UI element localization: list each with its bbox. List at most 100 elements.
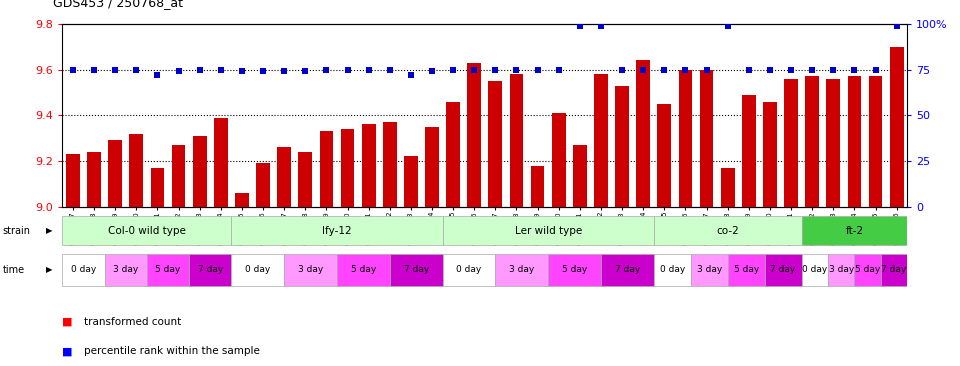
Bar — [552, 113, 565, 207]
Bar — [615, 86, 629, 207]
Text: ▶: ▶ — [46, 227, 53, 235]
Text: 5 day: 5 day — [562, 265, 588, 274]
Point — [804, 67, 820, 72]
Bar — [690, 254, 728, 285]
Bar — [337, 254, 390, 285]
Bar — [784, 79, 798, 207]
Point — [847, 67, 862, 72]
Bar — [87, 152, 101, 207]
Bar — [383, 122, 396, 207]
Text: 3 day: 3 day — [113, 265, 138, 274]
Bar — [510, 74, 523, 207]
Bar — [679, 70, 692, 207]
Bar — [130, 134, 143, 207]
Text: GDS453 / 250768_at: GDS453 / 250768_at — [53, 0, 182, 9]
Bar — [362, 124, 375, 207]
Bar — [62, 216, 231, 246]
Point — [192, 67, 207, 72]
Text: 7 day: 7 day — [881, 265, 906, 274]
Point — [319, 67, 334, 72]
Bar — [231, 254, 284, 285]
Point — [741, 67, 756, 72]
Point — [213, 67, 228, 72]
Bar — [151, 168, 164, 207]
Bar — [299, 152, 312, 207]
Bar — [721, 168, 734, 207]
Point — [530, 67, 545, 72]
Text: 0 day: 0 day — [245, 265, 271, 274]
Bar — [601, 254, 654, 285]
Bar — [468, 63, 481, 207]
Text: 0 day: 0 day — [456, 265, 482, 274]
Bar — [531, 165, 544, 207]
Point — [467, 67, 482, 72]
Text: 0 day: 0 day — [71, 265, 96, 274]
Text: Ler wild type: Ler wild type — [515, 226, 582, 236]
Point — [889, 23, 904, 29]
Text: 5 day: 5 day — [733, 265, 758, 274]
Point — [488, 67, 503, 72]
Text: ft-2: ft-2 — [846, 226, 863, 236]
Bar — [425, 127, 439, 207]
Bar — [854, 254, 880, 285]
Bar — [805, 76, 819, 207]
Text: lfy-12: lfy-12 — [323, 226, 351, 236]
Point — [129, 67, 144, 72]
Text: ▶: ▶ — [46, 265, 53, 274]
Text: ■: ■ — [62, 346, 73, 356]
Bar — [390, 254, 443, 285]
Point — [255, 68, 271, 74]
Bar — [172, 145, 185, 207]
Point — [636, 67, 651, 72]
Bar — [320, 131, 333, 207]
Bar — [869, 76, 882, 207]
Bar — [193, 136, 206, 207]
Point — [509, 67, 524, 72]
Bar — [573, 145, 587, 207]
Bar — [728, 254, 764, 285]
Text: Col-0 wild type: Col-0 wild type — [108, 226, 186, 236]
Point — [868, 67, 883, 72]
Bar — [446, 101, 460, 207]
Bar — [231, 216, 443, 246]
Text: 5 day: 5 day — [156, 265, 180, 274]
Bar — [828, 254, 854, 285]
Bar — [658, 104, 671, 207]
Text: time: time — [3, 265, 25, 275]
Bar — [105, 254, 147, 285]
Bar — [108, 141, 122, 207]
Bar — [214, 117, 228, 207]
Bar — [802, 254, 828, 285]
Bar — [189, 254, 231, 285]
Point — [657, 67, 672, 72]
Point — [108, 67, 123, 72]
Point — [298, 68, 313, 74]
Point — [340, 67, 355, 72]
Text: 5 day: 5 day — [350, 265, 376, 274]
Bar — [548, 254, 601, 285]
Bar — [62, 254, 105, 285]
Text: 0 day: 0 day — [660, 265, 684, 274]
Bar — [594, 74, 608, 207]
Text: 3 day: 3 day — [298, 265, 324, 274]
Text: 7 day: 7 day — [771, 265, 796, 274]
Bar — [802, 216, 907, 246]
Text: ■: ■ — [62, 317, 73, 327]
Bar — [256, 163, 270, 207]
Text: 0 day: 0 day — [803, 265, 828, 274]
Point — [762, 67, 778, 72]
Text: co-2: co-2 — [716, 226, 739, 236]
Bar — [742, 95, 756, 207]
Bar — [489, 81, 502, 207]
Point — [276, 68, 292, 74]
Bar — [827, 79, 840, 207]
Point — [424, 68, 440, 74]
Bar — [66, 154, 80, 207]
Bar — [654, 254, 690, 285]
Text: 3 day: 3 day — [697, 265, 722, 274]
Bar — [654, 216, 802, 246]
Bar — [284, 254, 337, 285]
Text: strain: strain — [3, 226, 31, 236]
Point — [551, 67, 566, 72]
Bar — [700, 70, 713, 207]
